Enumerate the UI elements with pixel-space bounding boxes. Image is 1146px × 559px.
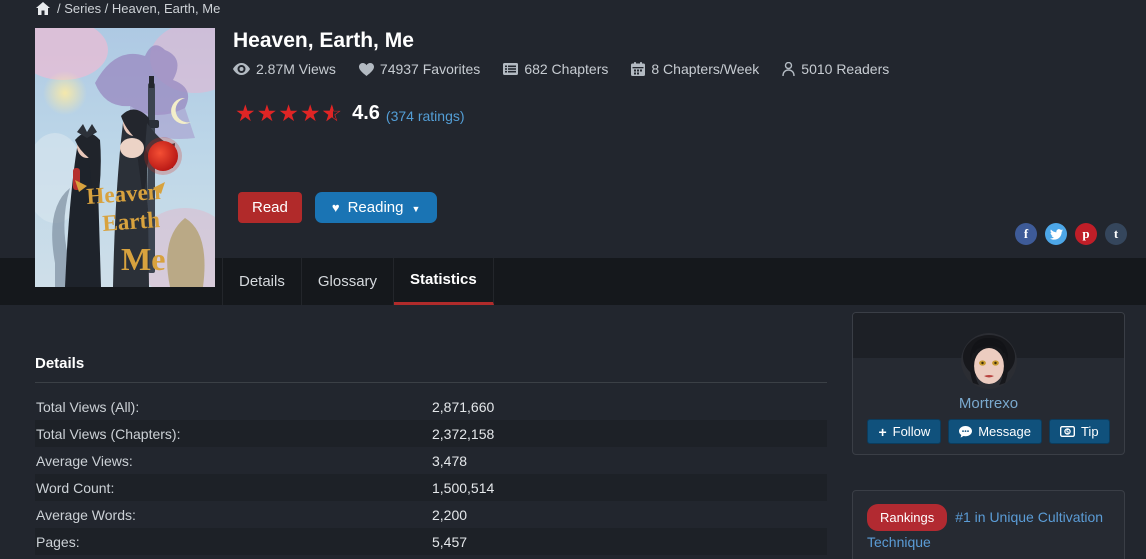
cover-title-line3: Me: [121, 241, 165, 277]
author-card: Mortrexo + Follow Message $ Tip: [852, 312, 1125, 455]
heart-icon: ♥: [331, 200, 340, 215]
author-name-link[interactable]: Mortrexo: [958, 395, 1019, 412]
reading-status-label: Reading: [347, 199, 404, 216]
tab-glossary[interactable]: Glossary: [302, 258, 395, 305]
row-value: 5,457: [432, 533, 468, 550]
facebook-icon[interactable]: f: [1015, 223, 1037, 245]
author-actions: + Follow Message $ Tip: [853, 419, 1124, 444]
author-avatar[interactable]: [960, 333, 1017, 389]
tumblr-icon[interactable]: t: [1105, 223, 1127, 245]
heart-icon: [358, 62, 374, 76]
row-value: 2,372,158: [432, 425, 495, 442]
calendar-icon: [631, 62, 646, 76]
social-share-bar: f p t: [1015, 223, 1127, 245]
table-row: Total Views (Chapters): 2,372,158: [35, 420, 827, 447]
breadcrumb: / Series / Heaven, Earth, Me: [36, 0, 220, 17]
row-label: Average Words:: [36, 506, 136, 523]
frequency-stat: 8 Chapters/Week: [631, 61, 759, 77]
rating-row: ★★★★☆★ 4.6 (374 ratings): [235, 102, 465, 125]
half-star-icon: ☆★: [321, 100, 344, 126]
breadcrumb-path[interactable]: / Series / Heaven, Earth, Me: [57, 1, 221, 16]
favorites-count: 74937 Favorites: [379, 61, 481, 77]
details-heading: Details: [35, 355, 827, 383]
row-value: 1,500,514: [432, 479, 495, 496]
follow-label: Follow: [892, 424, 931, 439]
reading-status-dropdown[interactable]: ♥ Reading ▼: [314, 192, 438, 223]
rating-score: 4.6: [352, 102, 380, 124]
readers-count: 5010 Readers: [801, 61, 890, 77]
chevron-down-icon: ▼: [411, 203, 421, 214]
pinterest-icon[interactable]: p: [1075, 223, 1097, 245]
follow-button[interactable]: + Follow: [867, 419, 942, 444]
series-title: Heaven, Earth, Me: [233, 29, 414, 52]
table-row: Word Count: 1,500,514: [35, 474, 827, 501]
read-button[interactable]: Read: [238, 192, 302, 223]
favorites-stat: 74937 Favorites: [358, 61, 481, 77]
row-label: Average Views:: [36, 452, 133, 469]
cover-art: Heaven Earth Me: [35, 28, 215, 287]
row-value: 2,871,660: [432, 398, 495, 415]
tab-details[interactable]: Details: [222, 258, 302, 305]
views-count: 2.87M Views: [256, 61, 336, 77]
star-icon: ★★★★: [235, 100, 322, 126]
ranking-link[interactable]: #1 in Unique Cultivation Technique: [867, 509, 1104, 550]
tip-label: Tip: [1080, 424, 1099, 439]
eye-icon: [233, 63, 250, 75]
twitter-icon[interactable]: [1045, 223, 1067, 245]
readers-stat: 5010 Readers: [782, 61, 889, 77]
cover-title-line2: Earth: [102, 207, 161, 236]
chapters-icon: [503, 63, 519, 75]
views-stat: 2.87M Views: [233, 61, 336, 77]
tip-icon: $: [1059, 426, 1075, 437]
star-rating[interactable]: ★★★★☆★: [235, 102, 343, 125]
tip-button[interactable]: $ Tip: [1048, 419, 1110, 444]
chapters-count: 682 Chapters: [524, 61, 609, 77]
table-row: Pages: 5,457: [35, 528, 827, 555]
plus-icon: +: [878, 423, 887, 440]
row-label: Total Views (Chapters):: [36, 425, 181, 442]
table-row: Average Words: 2,200: [35, 501, 827, 528]
series-cover-image[interactable]: Heaven Earth Me: [35, 28, 215, 287]
table-row: Average Views: 3,478: [35, 447, 827, 474]
home-icon[interactable]: [36, 2, 50, 15]
rankings-badge[interactable]: Rankings: [867, 504, 948, 531]
chapters-stat: 682 Chapters: [503, 61, 608, 77]
frequency-count: 8 Chapters/Week: [651, 61, 760, 77]
rankings-card: Rankings #1 in Unique Cultivation Techniq…: [852, 490, 1125, 559]
tab-statistics[interactable]: Statistics: [394, 258, 494, 305]
message-icon: [959, 425, 973, 438]
cover-title-line1: Heaven: [86, 179, 162, 209]
readers-icon: [782, 62, 795, 76]
ratings-count-link[interactable]: (374 ratings): [385, 107, 465, 124]
row-label: Pages:: [36, 533, 80, 550]
row-label: Word Count:: [36, 479, 115, 496]
message-button[interactable]: Message: [948, 419, 1042, 444]
message-label: Message: [978, 424, 1031, 439]
row-value: 3,478: [432, 452, 468, 469]
row-label: Total Views (All):: [36, 398, 140, 415]
series-stats: 2.87M Views 74937 Favorites 682 Chapters…: [233, 61, 889, 77]
action-buttons: Read ♥ Reading ▼: [238, 192, 438, 223]
table-row: Total Views (All): 2,871,660: [35, 393, 827, 420]
svg-text:$: $: [1066, 429, 1070, 436]
statistics-panel: Details Total Views (All): 2,871,660 Tot…: [35, 355, 827, 555]
row-value: 2,200: [432, 506, 468, 523]
